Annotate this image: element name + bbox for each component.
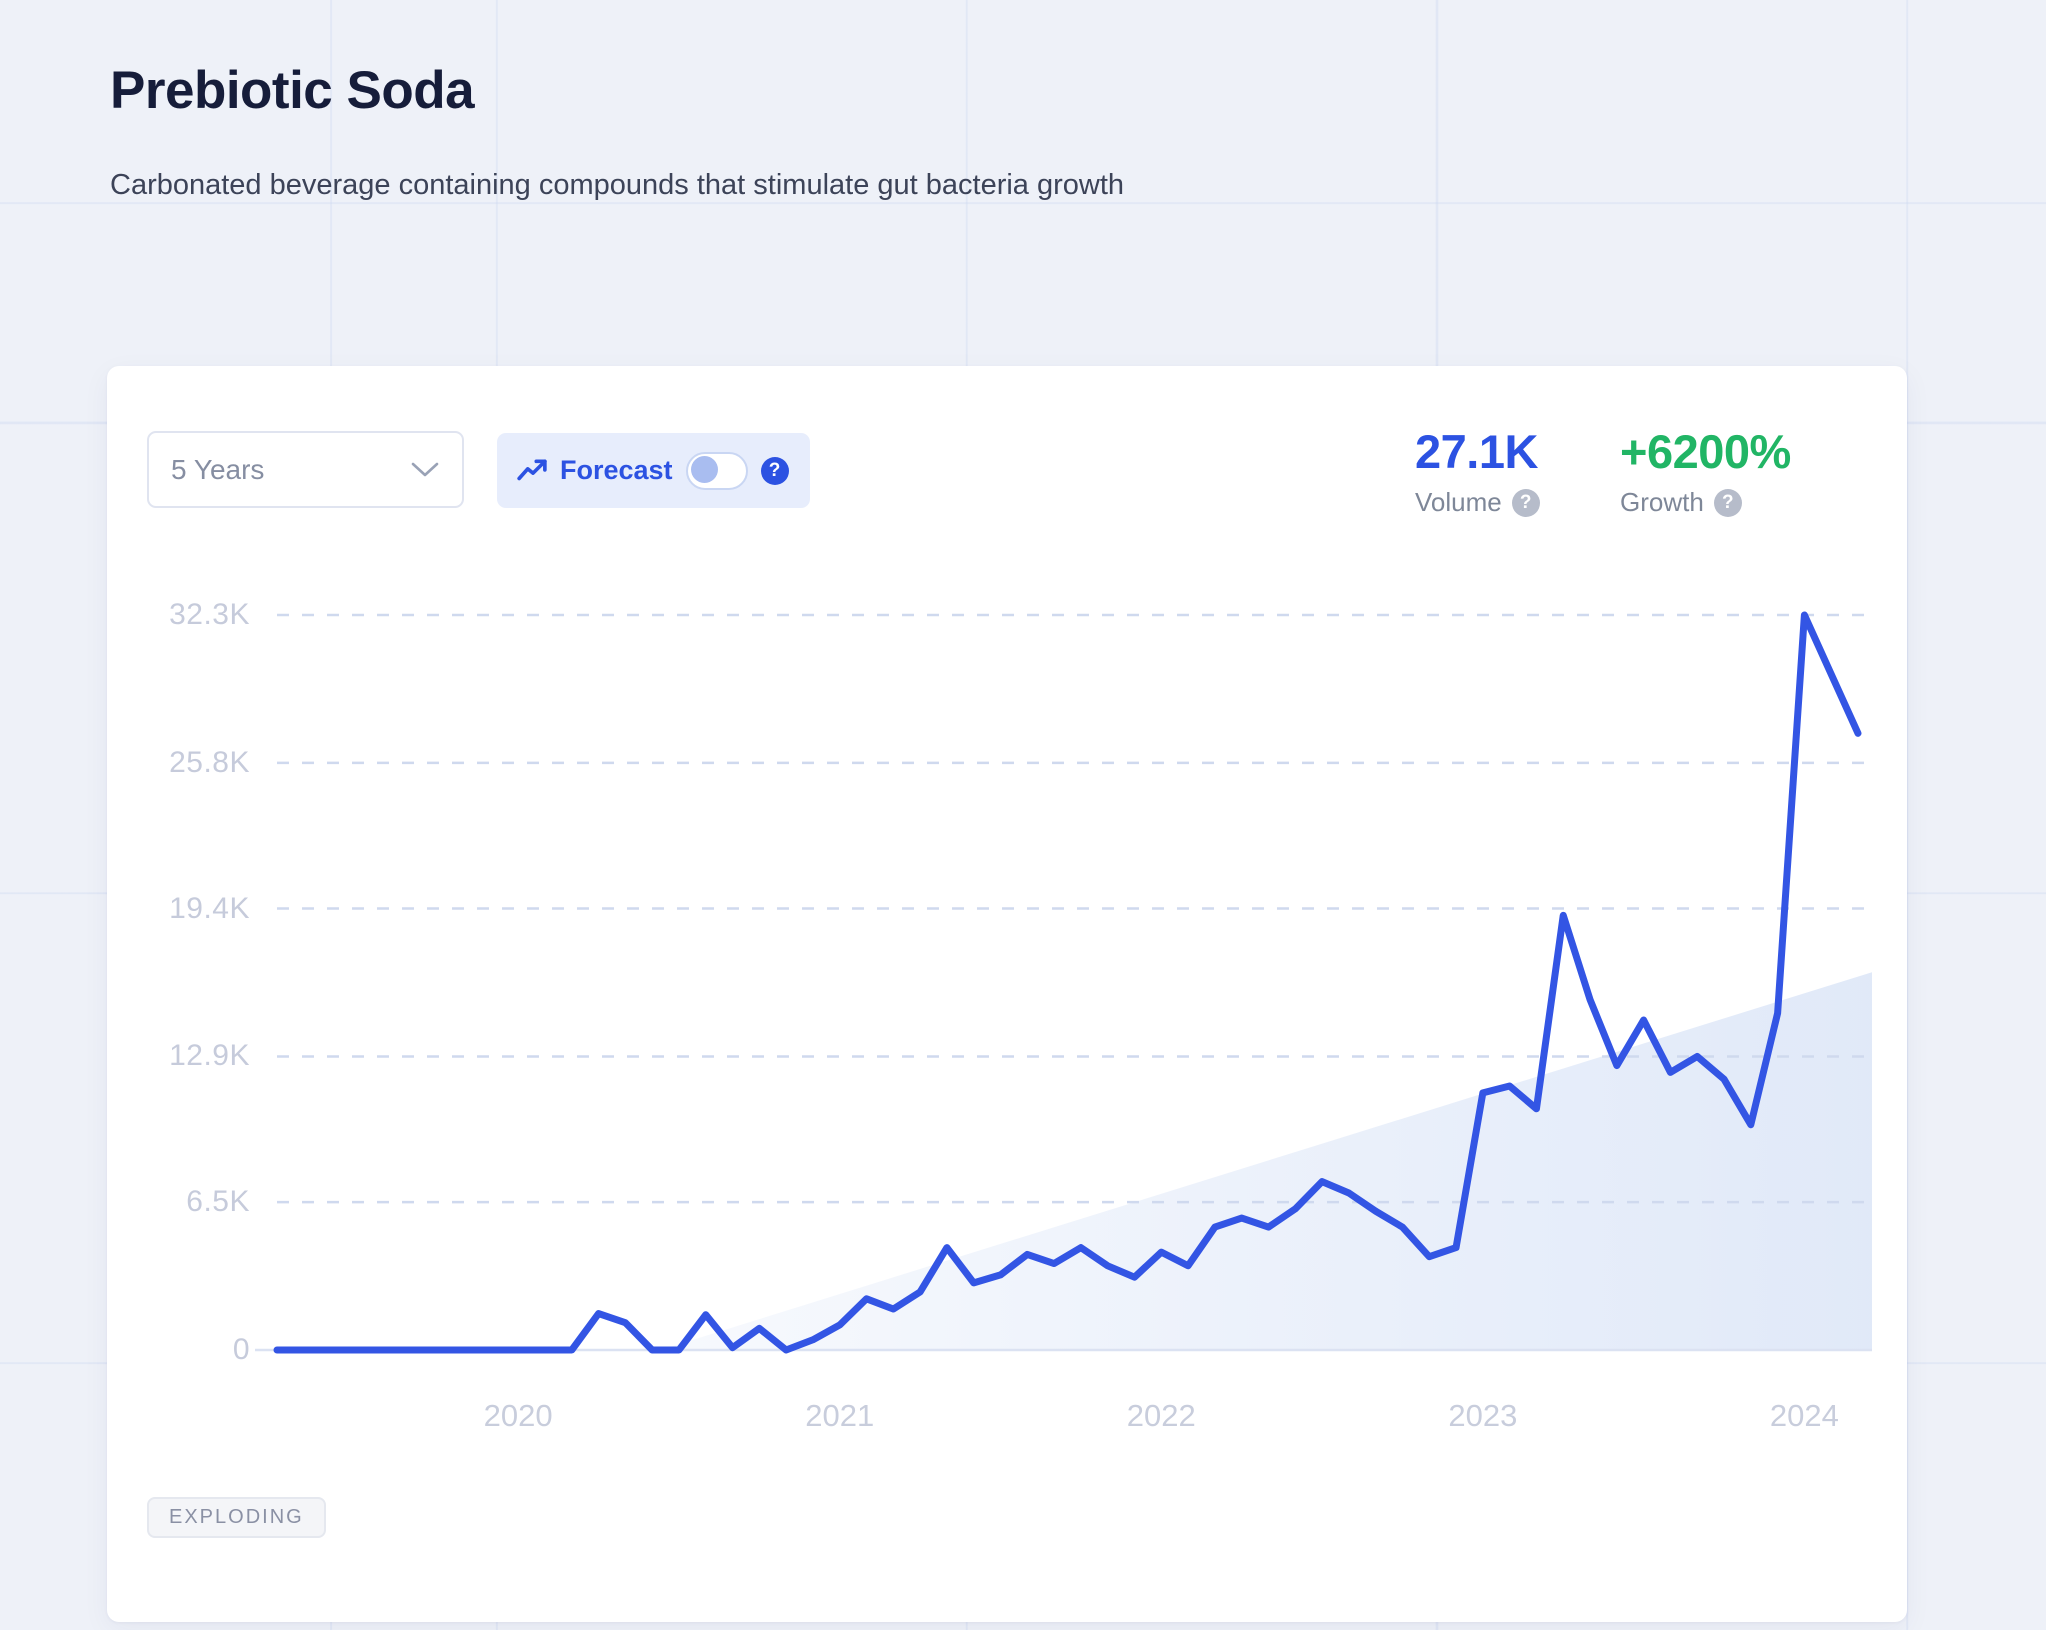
x-axis-label: 2023 — [1448, 1398, 1518, 1433]
trend-card — [107, 366, 1907, 1622]
status-badge: EXPLODING — [147, 1497, 326, 1538]
growth-label: Growth — [1620, 487, 1704, 517]
forecast-control: Forecast ? — [497, 433, 810, 508]
page-description: Carbonated beverage containing compounds… — [110, 169, 1125, 201]
chevron-down-icon — [410, 461, 440, 479]
y-axis-label: 25.8K — [169, 745, 250, 779]
x-axis-label: 2024 — [1769, 1398, 1839, 1433]
trending-up-icon — [517, 458, 547, 484]
volume-stat: 27.1K Volume ? — [1415, 424, 1540, 518]
y-axis-label: 6.5K — [186, 1185, 250, 1219]
forecast-toggle[interactable] — [685, 451, 748, 490]
volume-label: Volume — [1415, 487, 1502, 517]
y-axis-label: 12.9K — [169, 1039, 250, 1073]
forecast-help-icon[interactable]: ? — [760, 456, 789, 485]
y-axis-label: 0 — [232, 1333, 250, 1366]
x-axis-label: 2022 — [1126, 1398, 1196, 1433]
page-title: Prebiotic Soda — [110, 60, 475, 120]
x-axis-label: 2020 — [483, 1398, 553, 1433]
toggle-knob — [690, 456, 718, 483]
volume-help-icon[interactable]: ? — [1511, 488, 1540, 517]
y-axis-label: 19.4K — [169, 891, 250, 925]
growth-value: +6200% — [1620, 425, 1791, 478]
timeframe-value: 5 Years — [171, 453, 265, 485]
forecast-label: Forecast — [560, 455, 673, 485]
timeframe-dropdown[interactable]: 5 Years — [147, 431, 464, 508]
volume-value: 27.1K — [1415, 425, 1538, 478]
y-axis-label: 32.3K — [169, 598, 250, 631]
x-axis-label: 2021 — [805, 1398, 875, 1433]
growth-stat: +6200% Growth ? — [1620, 424, 1791, 518]
growth-help-icon[interactable]: ? — [1713, 488, 1742, 517]
